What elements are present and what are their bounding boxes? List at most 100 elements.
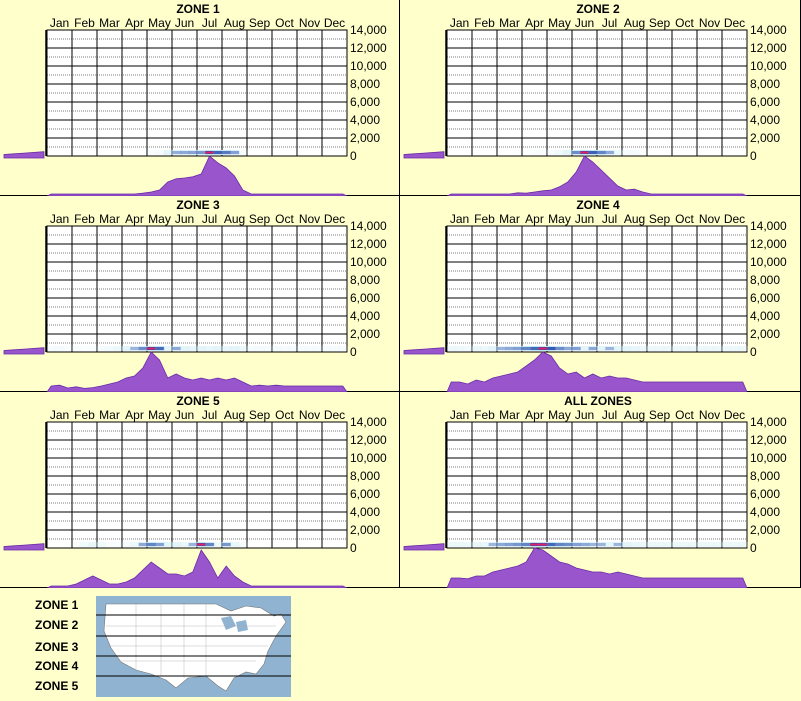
- heat-cell: [547, 150, 556, 155]
- heat-cell: [172, 151, 181, 154]
- heat-cell: [572, 347, 581, 350]
- heat-cell: [130, 346, 140, 351]
- heat-cell: [222, 346, 231, 351]
- y-tick-label: 10,000: [750, 59, 787, 73]
- heat-cell: [622, 150, 631, 155]
- heat-cell: [497, 543, 506, 546]
- heat-cell: [597, 543, 606, 546]
- heat-cell: [663, 542, 673, 547]
- heat-cell: [488, 542, 498, 547]
- heat-peak-cell: [580, 151, 590, 154]
- heat-cell: [613, 543, 623, 546]
- heat-cell: [47, 346, 56, 351]
- month-tick-label: Jun: [175, 16, 194, 30]
- y-tick-label: 2,000: [750, 131, 780, 145]
- heat-cell: [638, 150, 648, 155]
- zone5-panel: ZONE 5 Jan Feb Mar Apr May Jun Jul Aug Sep Oct Nov D…: [0, 392, 400, 588]
- y-tick-label: 14,000: [350, 415, 387, 429]
- heat-band: [447, 346, 748, 351]
- heat-cell: [113, 542, 123, 547]
- chart-svg: ALL ZONES Jan Feb Mar Apr May Jun Jul Aug Sep Oct N…: [403, 394, 787, 588]
- chart-svg: ZONE 1 Jan Feb Mar Apr May Jun Jul Aug Sep Oct Nov D…: [3, 2, 387, 196]
- heat-cell: [613, 150, 623, 155]
- heat-peak-cell: [538, 347, 548, 350]
- heat-cell: [622, 542, 631, 547]
- heat-cell: [238, 542, 248, 547]
- heat-cell: [522, 543, 531, 546]
- heat-cell: [538, 150, 548, 155]
- y-tick-label: 0: [350, 541, 357, 555]
- month-tick-label: Apr: [125, 408, 144, 422]
- heat-cell: [222, 151, 231, 154]
- month-tick-label: Dec: [324, 408, 345, 422]
- month-tick-label: Dec: [724, 212, 745, 226]
- month-tick-label: Oct: [675, 212, 694, 226]
- heat-cell: [105, 542, 115, 547]
- month-tick-label: Apr: [125, 212, 144, 226]
- seasonal-profile-area: [446, 351, 748, 392]
- heat-cell: [563, 346, 573, 351]
- heat-cell: [297, 346, 306, 351]
- all-zones-panel: ALL ZONES Jan Feb Mar Apr May Jun Jul Aug Sep Oct N…: [400, 392, 801, 588]
- heat-cell: [505, 543, 515, 546]
- heat-cell: [63, 346, 73, 351]
- heat-cell: [680, 542, 690, 547]
- heat-cell: [730, 542, 740, 547]
- heat-cell: [238, 346, 248, 351]
- y-tick-label: 0: [750, 345, 757, 359]
- heat-cell: [188, 543, 198, 546]
- y-tick-label: 4,000: [750, 113, 780, 127]
- heat-cell: [488, 346, 498, 351]
- y-tick-label: 2,000: [750, 523, 780, 537]
- heat-cell: [555, 543, 565, 546]
- heat-cell: [288, 346, 298, 351]
- chart-svg: ZONE 3 Jan Feb Mar Apr May Jun Jul Aug Sep Oct Nov D…: [3, 198, 387, 392]
- month-tick-label: Jan: [450, 408, 469, 422]
- heat-cell: [213, 151, 223, 154]
- heat-cell: [513, 150, 523, 155]
- heat-peak-cell: [197, 543, 206, 546]
- y-tick-label: 6,000: [750, 487, 780, 501]
- heat-cell: [97, 542, 106, 547]
- heat-cell: [280, 346, 290, 351]
- month-tick-label: Jul: [202, 212, 217, 226]
- state-borders: [106, 604, 276, 678]
- y-tick-label: 14,000: [750, 415, 787, 429]
- heat-peak-cell: [538, 543, 548, 546]
- heat-cell: [113, 346, 123, 351]
- y-tick-label: 12,000: [750, 237, 787, 251]
- y-tick-label: 10,000: [750, 451, 787, 465]
- y-tick-label: 2,000: [750, 327, 780, 341]
- heat-cell: [188, 150, 198, 155]
- heat-cell: [647, 542, 656, 547]
- month-tick-label: Jan: [50, 212, 69, 226]
- heat-cell: [580, 346, 590, 351]
- heat-cell: [630, 346, 640, 351]
- heat-cell: [155, 542, 165, 547]
- heat-cell: [213, 346, 223, 351]
- y-tick-label: 14,000: [350, 219, 387, 233]
- y-tick-label: 4,000: [750, 505, 780, 519]
- month-tick-label: Feb: [474, 212, 495, 226]
- heat-cell: [713, 346, 723, 351]
- month-tick-label: Nov: [299, 16, 320, 30]
- y-tick-label: 14,000: [750, 23, 787, 37]
- month-tick-label: Sep: [649, 408, 671, 422]
- heat-cell: [55, 346, 65, 351]
- heat-cell: [513, 543, 523, 546]
- y-tick-label: 12,000: [350, 433, 387, 447]
- heat-cell: [230, 542, 240, 547]
- heat-cell: [205, 543, 215, 546]
- heat-cell: [163, 346, 173, 351]
- heat-cell: [72, 542, 81, 547]
- y-tick-label: 4,000: [350, 309, 380, 323]
- heat-cell: [330, 346, 340, 351]
- heat-cell: [172, 150, 181, 155]
- y-tick-label: 2,000: [350, 523, 380, 537]
- month-tick-label: Jan: [450, 16, 469, 30]
- month-tick-label: Dec: [724, 16, 745, 30]
- month-tick-label: Nov: [699, 16, 720, 30]
- month-tick-label: Apr: [525, 212, 544, 226]
- heat-cell: [605, 150, 615, 155]
- heat-cell: [588, 346, 598, 351]
